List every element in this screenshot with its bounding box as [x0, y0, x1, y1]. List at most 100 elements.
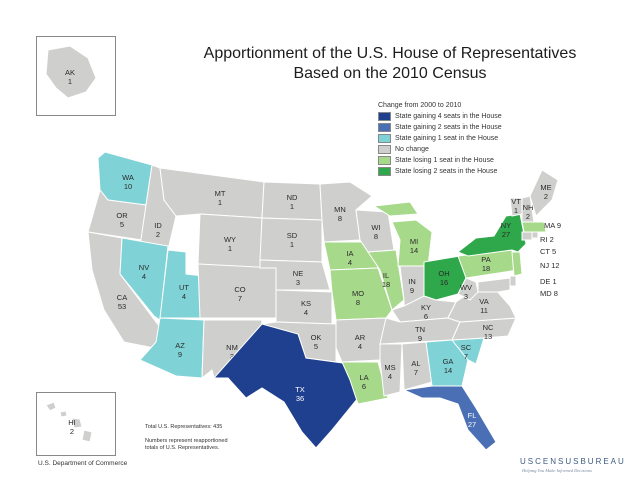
state-label-de: DE 1 [540, 277, 557, 286]
state-abbr-in: IN [408, 277, 416, 286]
state-abbr-nh: NH [523, 203, 534, 212]
state-abbr-la: LA [359, 373, 368, 382]
state-seats-nm: 3 [230, 352, 234, 361]
state-seats-pa: 18 [482, 264, 490, 273]
state-abbr-ga: GA [443, 357, 454, 366]
state-abbr-mn: MN [334, 205, 346, 214]
state-shape-me [529, 169, 559, 217]
state-abbr-sd: SD [287, 231, 298, 240]
legend-item-gain-1: State gaining 1 seat in the House [378, 133, 548, 144]
state-shape-nv [119, 237, 169, 321]
state-abbr-nv: NV [139, 263, 149, 272]
legend-item-no-change: No change [378, 144, 548, 155]
state-seats-or: 5 [120, 220, 124, 229]
state-shape-hi [81, 429, 93, 443]
state-abbr-wa: WA [122, 173, 134, 182]
legend-label-no-change: No change [395, 146, 429, 153]
state-seats-la: 6 [362, 382, 366, 391]
state-seats-il: 18 [382, 280, 390, 289]
state-shape-hi [59, 410, 68, 418]
state-shape-nj [511, 251, 523, 277]
state-seats-ga: 14 [444, 366, 452, 375]
state-seats-wi: 8 [374, 232, 378, 241]
total-representatives-note: Total U.S. Representatives: 435 [145, 424, 223, 430]
map-title: Apportionment of the U.S. House of Repre… [180, 44, 600, 84]
state-seats-ok: 5 [314, 342, 318, 351]
state-seats-mt: 1 [218, 198, 222, 207]
state-abbr-ky: KY [421, 303, 431, 312]
state-seats-va: 11 [480, 306, 488, 315]
state-abbr-mt: MT [215, 189, 226, 198]
state-seats-tx: 36 [296, 394, 304, 403]
state-shape-ri [531, 231, 539, 239]
state-abbr-az: AZ [175, 341, 185, 350]
state-abbr-tn: TN [415, 325, 425, 334]
state-abbr-pa: PA [481, 255, 490, 264]
state-seats-oh: 16 [440, 278, 448, 287]
legend-item-lose-2: State losing 2 seats in the House [378, 166, 548, 177]
state-abbr-wi: WI [371, 223, 380, 232]
state-abbr-al: AL [411, 359, 420, 368]
state-seats-ky: 6 [424, 312, 428, 321]
census-bureau-tagline: Helping You Make Informed Decisions [522, 468, 592, 473]
state-seats-az: 9 [178, 350, 182, 359]
legend-item-lose-1: State losing 1 seat in the House [378, 155, 548, 166]
state-shape-la [341, 361, 389, 405]
state-abbr-ca: CA [117, 293, 127, 302]
state-abbr-ms: MS [384, 363, 395, 372]
state-abbr-ne: NE [293, 269, 303, 278]
state-seats-tn: 9 [418, 334, 422, 343]
state-seats-mi: 14 [410, 246, 418, 255]
state-abbr-ar: AR [355, 333, 366, 342]
state-abbr-mo: MO [352, 289, 364, 298]
state-shape-ak [45, 45, 97, 99]
legend-label-gain-1: State gaining 1 seat in the House [395, 135, 499, 142]
state-abbr-nd: ND [287, 193, 298, 202]
state-abbr-fl: FL [468, 411, 477, 420]
legend-label-lose-1: State losing 1 seat in the House [395, 157, 494, 164]
numbers-note-line-1: Numbers represent reapportioned [145, 438, 228, 444]
legend: Change from 2000 to 2010 State gaining 4… [378, 100, 548, 177]
state-shape-tx [212, 323, 359, 449]
state-shape-md [477, 277, 511, 293]
state-seats-id: 2 [156, 230, 160, 239]
legend-swatch-lose-2 [378, 167, 391, 176]
census-bureau-logo: USCENSUSBUREAU [520, 457, 626, 466]
state-abbr-ok: OK [311, 333, 322, 342]
legend-item-gain-4: State gaining 4 seats in the House [378, 111, 548, 122]
state-abbr-vt: VT [511, 197, 521, 206]
state-shape-ny [457, 213, 527, 257]
state-label-nj: NJ 12 [540, 261, 560, 270]
state-seats-ne: 3 [296, 278, 300, 287]
state-abbr-id: ID [154, 221, 162, 230]
map-title-line-2: Based on the 2010 Census [293, 65, 487, 82]
state-abbr-il: IL [383, 271, 389, 280]
state-shape-mi [372, 201, 419, 217]
numbers-note-line-2: totals of U.S. Representatives. [145, 445, 220, 451]
legend-label-gain-2: State gaining 2 seats in the House [395, 124, 502, 131]
state-abbr-hi: HI [68, 418, 76, 427]
legend-swatch-no-change [378, 145, 391, 154]
state-shape-ms [379, 343, 403, 397]
state-seats-me: 2 [544, 192, 548, 201]
state-seats-nd: 1 [290, 202, 294, 211]
department-label: U.S. Department of Commerce [38, 460, 128, 467]
state-abbr-mi: MI [410, 237, 418, 246]
state-shape-ar [335, 317, 387, 363]
state-shape-ct [521, 231, 533, 241]
state-shape-hi [71, 417, 83, 429]
state-shape-wv [457, 277, 479, 301]
state-shape-mt [159, 167, 265, 219]
state-seats-ks: 4 [304, 308, 308, 317]
state-label-ma: MA 9 [544, 221, 561, 230]
state-shape-il [367, 249, 405, 311]
state-seats-al: 7 [414, 368, 418, 377]
state-seats-ar: 4 [358, 342, 362, 351]
state-seats-nc: 13 [484, 332, 492, 341]
state-shape-fl [402, 385, 497, 451]
legend-label-lose-2: State losing 2 seats in the House [395, 168, 498, 175]
legend-label-gain-4: State gaining 4 seats in the House [395, 113, 502, 120]
state-seats-ms: 4 [388, 372, 392, 381]
state-abbr-me: ME [540, 183, 551, 192]
